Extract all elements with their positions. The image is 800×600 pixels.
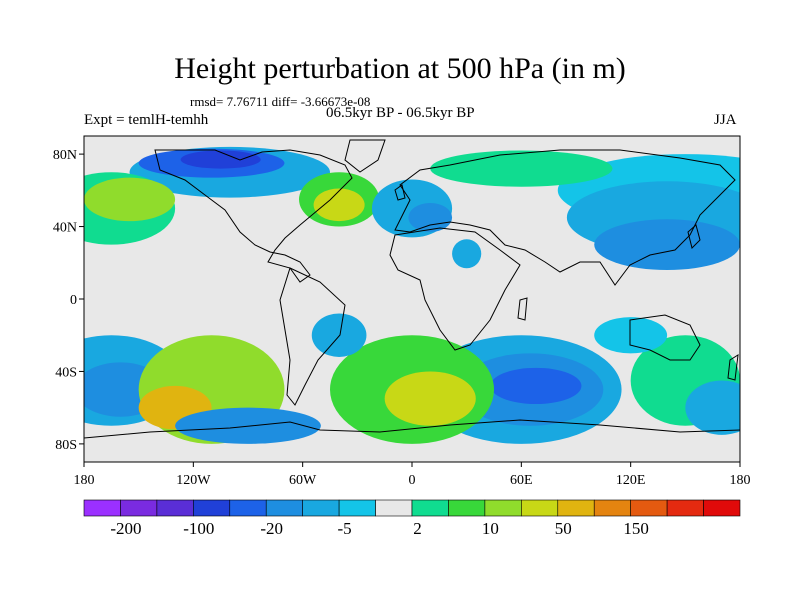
- field-patch: [490, 367, 582, 405]
- lon-tick-label: 0: [409, 473, 416, 488]
- colorbar: -200 -100 -20 -5 2 10 50 150: [83, 499, 741, 538]
- colorbar-swatch: [120, 499, 158, 517]
- map-title: Height perturbation at 500 hPa (in m): [174, 52, 626, 85]
- coastlines: [84, 139, 740, 439]
- field-patch: [311, 313, 367, 357]
- colorbar-swatch: [229, 499, 267, 517]
- lat-tick-label: 40S: [55, 365, 77, 380]
- lat-tick-label: 0: [70, 293, 77, 308]
- field-patch: [594, 219, 740, 271]
- colorbar-swatch: [557, 499, 595, 517]
- colorbar-label: 50: [555, 519, 572, 538]
- colorbar-swatch: [338, 499, 376, 517]
- coastline-north-america: [154, 149, 353, 283]
- colorbar-swatch: [302, 499, 340, 517]
- lat-tick-label: 40N: [53, 221, 77, 236]
- colorbar-label: 2: [413, 519, 422, 538]
- coastline-antarctica: [84, 419, 740, 439]
- colorbar-swatch: [593, 499, 631, 517]
- colorbar-swatch: [193, 499, 231, 517]
- lon-tick-label: 180: [730, 473, 751, 488]
- colorbar-label: 10: [482, 519, 499, 538]
- colorbar-swatch: [375, 499, 413, 517]
- coastline-new-zealand: [727, 354, 739, 381]
- field-patch: [84, 177, 176, 222]
- colorbar-swatch: [666, 499, 704, 517]
- longitude-axis: 180 120W 60W 0 60E 120E 180: [74, 462, 751, 488]
- lat-tick-label: 80S: [55, 438, 77, 453]
- period-label: 06.5kyr BP - 06.5kyr BP: [326, 105, 475, 121]
- lon-tick-label: 180: [74, 473, 95, 488]
- lon-tick-label: 120W: [176, 473, 211, 488]
- coastline-uk: [394, 184, 406, 201]
- coastline-australia: [629, 314, 701, 361]
- field-patch: [408, 203, 453, 232]
- lon-tick-label: 60W: [289, 473, 317, 488]
- colorbar-swatch: [411, 499, 449, 517]
- coastline-south-america: [279, 267, 346, 406]
- colorbar-swatch: [265, 499, 303, 517]
- field-patch: [452, 239, 482, 269]
- coastline-japan: [687, 224, 701, 249]
- latitude-axis: 80N 40N 0 40S 80S: [53, 148, 84, 453]
- colorbar-label: 150: [623, 519, 649, 538]
- field-patch: [430, 150, 613, 187]
- colorbar-swatch: [521, 499, 559, 517]
- season-label: JJA: [714, 112, 737, 128]
- lon-tick-label: 120E: [616, 473, 646, 488]
- colorbar-swatch: [156, 499, 194, 517]
- colorbar-label: -200: [110, 519, 141, 538]
- coastline-madagascar: [517, 297, 528, 321]
- colorbar-swatch: [484, 499, 522, 517]
- colorbar-swatch: [703, 499, 741, 517]
- lon-tick-label: 60E: [510, 473, 533, 488]
- colorbar-label: -20: [260, 519, 283, 538]
- colorbar-swatch: [630, 499, 668, 517]
- field-patch: [313, 188, 365, 222]
- field-patch: [180, 150, 261, 169]
- colorbar-swatch: [83, 499, 121, 517]
- coastline-africa: [389, 227, 521, 351]
- experiment-label: Expt = temlH-temhh: [84, 112, 209, 128]
- field-patch: [685, 380, 740, 435]
- coastline-greenland: [344, 139, 386, 173]
- coastline-eurasia: [394, 149, 736, 286]
- lat-tick-label: 80N: [53, 148, 77, 163]
- contour-field: [84, 136, 740, 462]
- field-patch: [594, 317, 668, 354]
- stats-text: rmsd= 7.76711 diff= -3.66673e-08: [190, 94, 371, 109]
- field-patch: [384, 371, 476, 426]
- colorbar-label: -100: [183, 519, 214, 538]
- colorbar-swatch: [448, 499, 486, 517]
- colorbar-label: -5: [337, 519, 351, 538]
